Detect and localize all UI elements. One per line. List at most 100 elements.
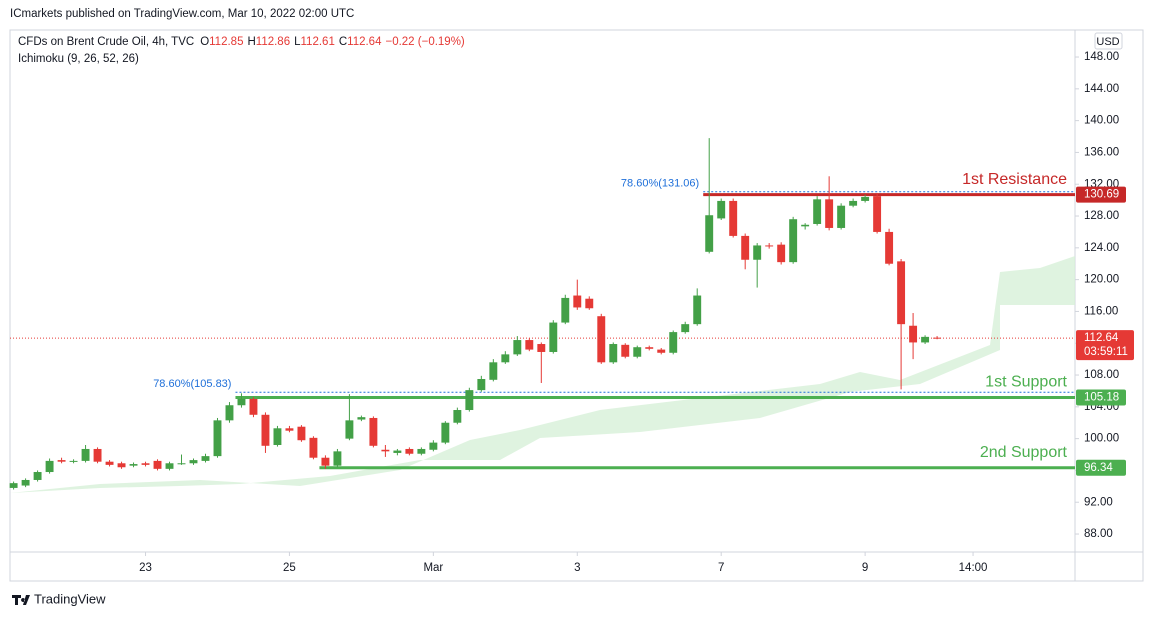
candle-body	[777, 244, 786, 263]
candle-body	[21, 479, 30, 486]
candle-body	[129, 464, 138, 466]
candle-body	[213, 420, 222, 457]
x-tick-label: Mar	[423, 562, 443, 574]
candle-body	[165, 463, 174, 469]
candle-body	[621, 344, 630, 357]
candle-body	[849, 200, 858, 206]
x-tick-label: 3	[574, 562, 580, 574]
fib-label: 78.60%(131.06)	[621, 178, 699, 190]
candle-body	[813, 199, 822, 224]
candle-body	[417, 448, 426, 454]
o-label: O	[200, 36, 209, 48]
candle-body	[453, 410, 462, 423]
candle-body	[201, 456, 210, 461]
candle-body	[609, 344, 618, 363]
c-value: 112.64	[347, 36, 382, 48]
candle-body	[33, 472, 42, 480]
c-label: C	[339, 36, 347, 48]
currency: USD	[1096, 36, 1119, 48]
level-name: 1st Resistance	[962, 171, 1067, 188]
candle-body	[273, 428, 282, 445]
last-price-box	[1076, 330, 1134, 361]
level-price-box	[1076, 389, 1126, 406]
candle-body	[837, 205, 846, 228]
candle-body	[645, 347, 654, 349]
x-tick-label: 7	[718, 562, 724, 574]
candle-body	[549, 322, 558, 352]
candle-body	[441, 422, 450, 443]
y-tick-label: 100.00	[1084, 433, 1119, 445]
candle-body	[225, 405, 234, 421]
candle-body	[117, 463, 126, 468]
candle-body	[741, 235, 750, 260]
brand: TradingView	[34, 591, 106, 606]
h-label: H	[247, 36, 255, 48]
o-value: 112.85	[209, 36, 243, 48]
y-tick-label: 128.00	[1084, 210, 1119, 222]
candle-body	[345, 420, 354, 439]
candle-body	[381, 449, 390, 452]
fib-label: 78.60%(105.83)	[153, 378, 231, 390]
candle-body	[249, 398, 258, 415]
candle-body	[513, 340, 522, 355]
candle-body	[693, 295, 702, 325]
indicator: Ichimoku (9, 26, 52, 26)	[18, 53, 139, 65]
frame	[9, 29, 1144, 582]
y-tick-label: 144.00	[1084, 83, 1119, 95]
candle-body	[573, 295, 582, 308]
candle-body	[9, 483, 18, 488]
candle-body	[261, 414, 270, 446]
plot: 78.60%(131.06) 78.60%(105.83) 1st Resistan…	[9, 138, 1075, 490]
candle-body	[633, 347, 642, 357]
candle-body	[861, 196, 870, 201]
candle-body	[321, 457, 330, 466]
last-price: 112.64	[1084, 332, 1119, 344]
candle-body	[729, 200, 738, 236]
y-tick-label: 120.00	[1084, 274, 1119, 286]
y-tick-label: 108.00	[1084, 369, 1119, 381]
candle-body	[237, 398, 246, 406]
candle-body	[657, 349, 666, 353]
candle-body	[189, 460, 198, 464]
candle-body	[885, 231, 894, 264]
currency-box[interactable]	[1094, 32, 1123, 50]
candle-body	[309, 437, 318, 458]
candle-body	[45, 460, 54, 473]
candle-body	[525, 340, 534, 350]
x-tick-label: 23	[139, 562, 152, 574]
candle-body	[69, 460, 78, 462]
candle-body	[57, 460, 66, 462]
candle-body	[369, 417, 378, 446]
candle-body	[501, 354, 510, 363]
candle-body	[669, 332, 678, 353]
symbol: CFDs on Brent Crude Oil, 4h, TVC O112.85 H…	[18, 36, 465, 48]
y-tick-label: 88.00	[1084, 528, 1113, 540]
h-value: 112.86	[256, 36, 290, 48]
level-price: 130.69	[1084, 189, 1119, 201]
candle-body	[597, 316, 606, 363]
candle-body	[909, 325, 918, 343]
y-tick-label: 124.00	[1084, 242, 1119, 254]
candle-body	[801, 224, 810, 227]
y-tick-label: 140.00	[1084, 115, 1119, 127]
change: −0.22 (−0.19%)	[385, 36, 464, 48]
x-tick-label: 25	[283, 562, 296, 574]
l-value: 112.61	[301, 36, 335, 48]
candle-body	[561, 297, 570, 323]
candle-body	[873, 196, 882, 232]
candle-body	[357, 417, 366, 420]
level-name: 2nd Support	[980, 444, 1068, 461]
candle-body	[81, 448, 90, 461]
candle-body	[717, 200, 726, 219]
level-price: 96.34	[1084, 462, 1113, 474]
candle-body	[405, 448, 414, 454]
candle-body	[105, 461, 114, 465]
countdown: 03:59:11	[1084, 346, 1128, 358]
x-tick-label: 9	[862, 562, 868, 574]
y-tick-label: 136.00	[1084, 146, 1119, 158]
candle-body	[537, 344, 546, 352]
candle-body	[753, 245, 762, 260]
symbol-name: CFDs on Brent Crude Oil, 4h, TVC	[18, 36, 194, 48]
